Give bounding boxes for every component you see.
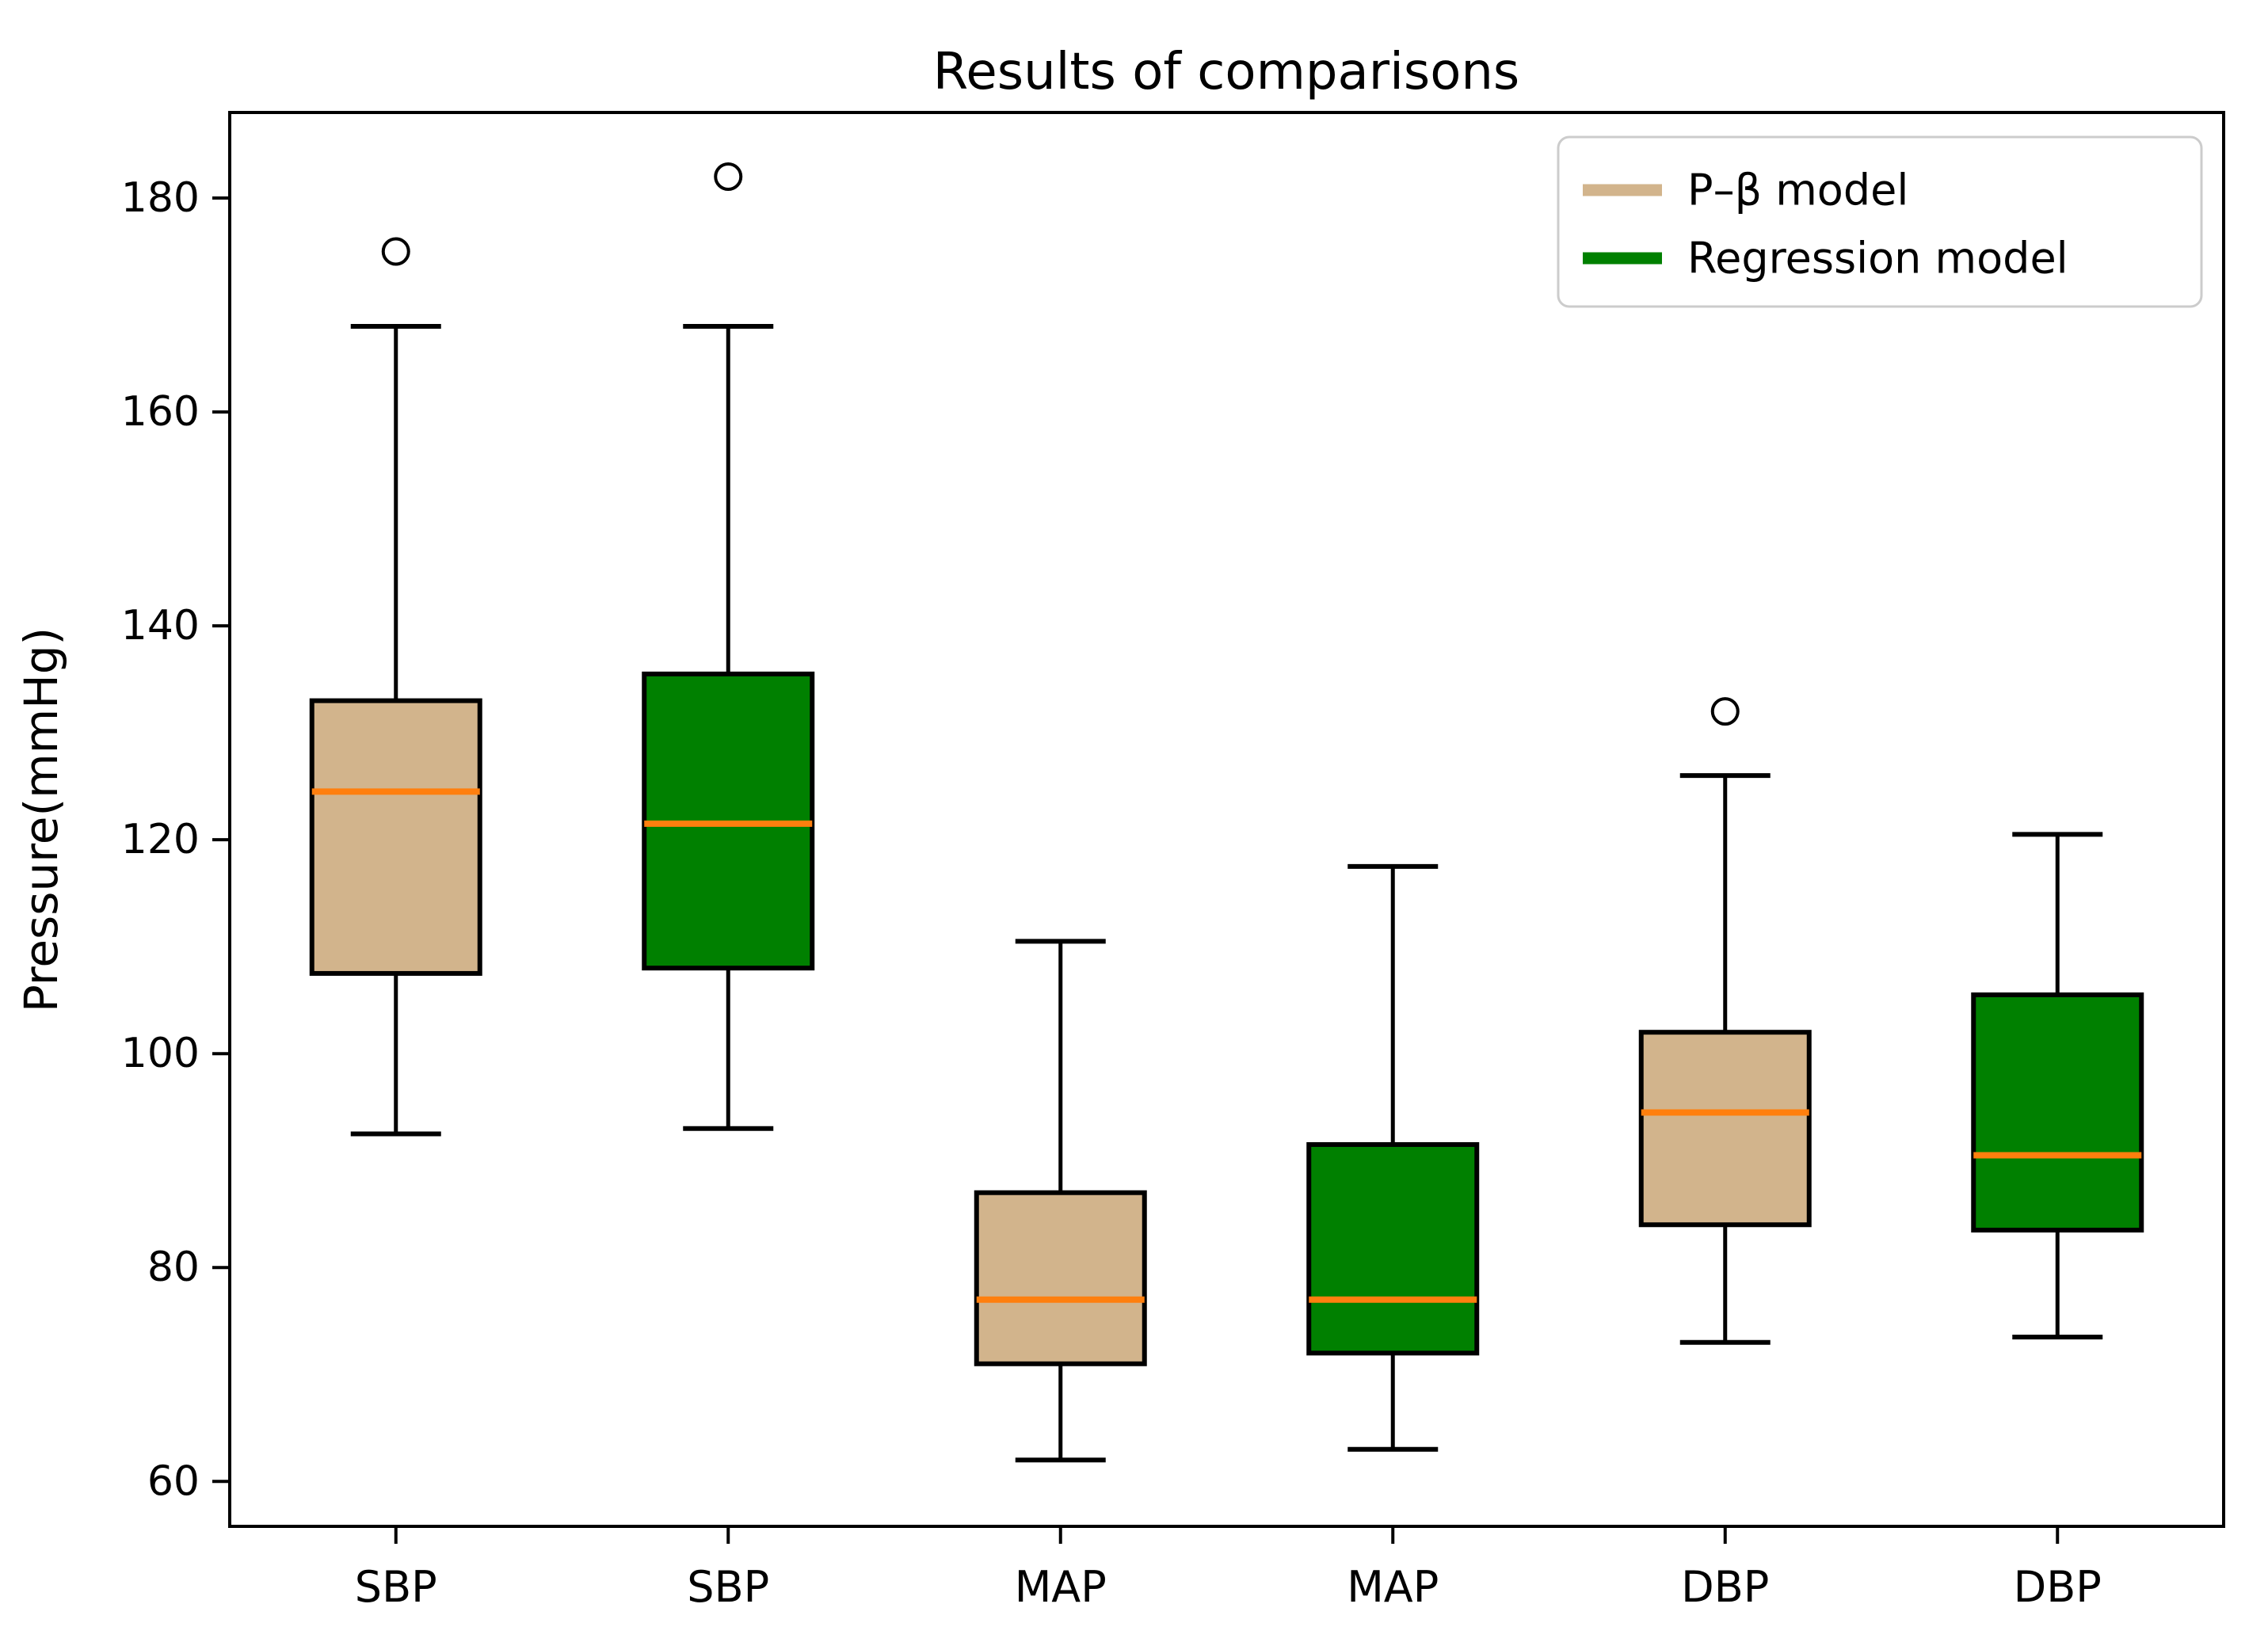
x-tick-label: DBP <box>1681 1562 1769 1612</box>
outlier-point <box>714 162 743 192</box>
iqr-box <box>974 1190 1147 1366</box>
box-4-map: MAP <box>1306 863 1480 1612</box>
x-tick-label: MAP <box>1347 1562 1439 1612</box>
y-axis-label: Pressure(mmHg) <box>14 627 68 1012</box>
box-2-sbp: SBP <box>642 162 815 1612</box>
x-tick-label: MAP <box>1015 1562 1107 1612</box>
box-6-dbp: DBP <box>1971 832 2144 1612</box>
legend-label-regression-model: Regression model <box>1687 234 2068 284</box>
plot-frame <box>228 111 2225 1528</box>
outlier-point <box>381 237 410 266</box>
iqr-box <box>309 698 482 976</box>
box-5-dbp: DBP <box>1638 697 1812 1612</box>
outlier-point <box>1710 697 1740 726</box>
iqr-box <box>1638 1030 1812 1228</box>
legend-item-regression-model: Regression model <box>1583 234 2068 284</box>
x-tick-label: DBP <box>2014 1562 2102 1612</box>
legend-item-pbeta-model: P–β model <box>1583 166 1908 215</box>
y-tick-label: 60 <box>147 1457 200 1505</box>
y-tick-label: 160 <box>121 388 200 436</box>
box-3-map: MAP <box>974 939 1147 1612</box>
box-1-sbp: SBP <box>309 237 482 1612</box>
legend-box <box>1557 135 2203 308</box>
x-tick-label: SBP <box>355 1562 437 1612</box>
plot-area: 60 80 100 120 140 160 180 SBP SBP MAP MAP DBP DBP <box>121 111 2225 1612</box>
y-tick-label: 140 <box>121 602 200 650</box>
y-tick-label: 180 <box>121 174 200 222</box>
y-tick-label: 100 <box>121 1030 200 1077</box>
y-tick-label: 120 <box>121 816 200 863</box>
legend-label-pbeta-model: P–β model <box>1687 166 1908 215</box>
y-tick-label: 80 <box>147 1244 200 1291</box>
legend: P–β model Regression model <box>1557 135 2203 308</box>
x-tick-label: SBP <box>687 1562 769 1612</box>
iqr-box <box>1306 1141 1480 1356</box>
iqr-box <box>1971 992 2144 1232</box>
chart-title: Results of comparisons <box>933 43 1520 101</box>
